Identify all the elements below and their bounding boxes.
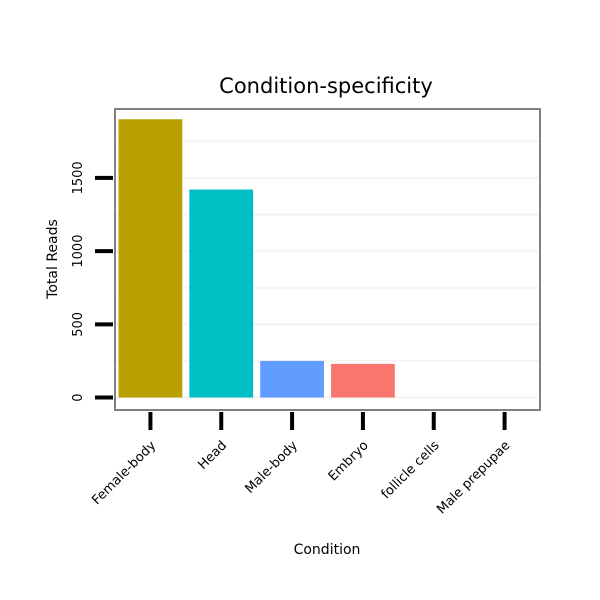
y-tick-label: 1500 [71,161,86,194]
x-tick-label: Male prepupae [434,438,513,517]
bar-male-body [260,360,324,398]
bars [118,119,395,398]
x-tick-label: Female-body [89,438,159,508]
y-tick-label: 500 [71,312,86,337]
bar-female-body [118,119,183,398]
x-tick-label: follicle cells [379,438,443,502]
bar-embryo [331,363,395,398]
x-tick-label: Embryo [326,438,372,484]
x-tick-label: Male-body [242,438,301,497]
y-axis-ticks: 0 500 1000 1500 [71,161,113,402]
x-axis-ticks: Female-body Head Male-body Embryo follicle c… [89,412,513,517]
y-tick-label: 0 [71,393,86,401]
chart-title: Condition-specificity [219,74,433,98]
plot-border [114,108,541,411]
x-tick-label: Head [195,438,230,473]
y-axis-label: Total Reads [45,219,61,300]
bar-head [189,189,254,398]
x-axis-label: Condition [294,542,361,558]
gridlines [115,140,540,399]
y-tick-label: 1000 [71,235,86,268]
